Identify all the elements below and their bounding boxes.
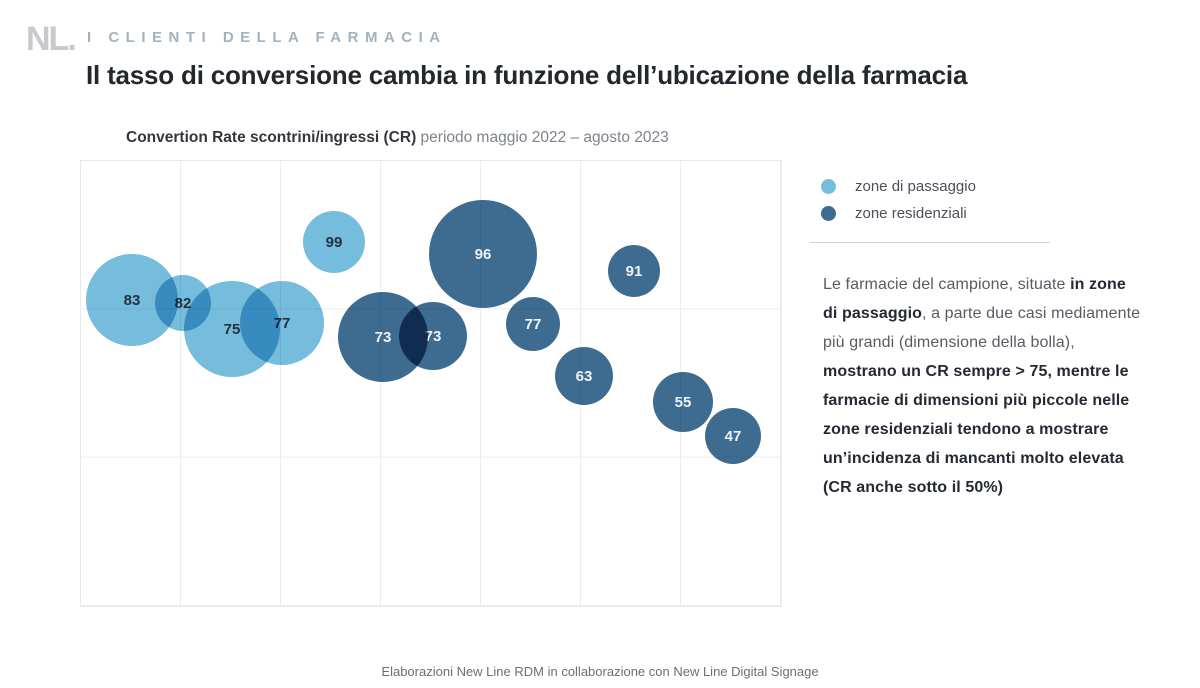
bubble-passaggio-cr-77-3: 77 [240, 281, 324, 365]
legend-label-passaggio: zone di passaggio [855, 178, 976, 195]
bubble-label: 77 [273, 314, 291, 332]
bubble-label: 83 [123, 291, 141, 309]
bubble-residenziali-cr-91-10: 91 [608, 245, 660, 297]
right-panel: zone di passaggio zone residenziali Le f… [810, 178, 1145, 502]
eyebrow-kicker: I CLIENTI DELLA FARMACIA [87, 29, 447, 46]
bubble-residenziali-cr-77-8: 77 [506, 297, 560, 351]
bubble-residenziali-cr-96-7: 96 [429, 200, 537, 308]
bubble-label: 73 [424, 327, 442, 345]
bubble-label: 91 [625, 262, 643, 280]
panel-divider [810, 242, 1050, 243]
bubble-label: 75 [223, 320, 241, 338]
chart-legend: zone di passaggio zone residenziali [810, 178, 1145, 222]
bubble-plot: 83 82 75 77 99 73 73 96 77 63 91 55 47 [80, 160, 782, 607]
legend-swatch-residenziali-icon [821, 206, 836, 221]
legend-label-residenziali: zone residenziali [855, 205, 967, 222]
page-title: Il tasso di conversione cambia in funzio… [86, 60, 968, 90]
bubble-residenziali-cr-55-11: 55 [653, 372, 713, 432]
bubble-residenziali-cr-63-9: 63 [555, 347, 613, 405]
bubble-residenziali-cr-47-12: 47 [705, 408, 761, 464]
legend-swatch-passaggio-icon [821, 179, 836, 194]
insight-note: Le farmacie del campione, situate in zon… [823, 276, 1141, 496]
bubble-passaggio-cr-99-4: 99 [303, 211, 365, 273]
bubble-label: 47 [724, 427, 742, 445]
bubble-label: 73 [374, 328, 392, 346]
legend-item-passaggio: zone di passaggio [810, 178, 1145, 195]
bubble-label: 55 [674, 393, 692, 411]
bubble-label: 77 [524, 315, 542, 333]
bubble-label: 63 [575, 367, 593, 385]
legend-item-residenziali: zone residenziali [810, 205, 1145, 222]
bubble-label: 82 [174, 294, 192, 312]
bubble-label: 96 [474, 245, 492, 263]
chart-title: Convertion Rate scontrini/ingressi (CR) … [126, 129, 669, 146]
bubble-residenziali-cr-73-6: 73 [399, 302, 467, 370]
footer-credit: Elaborazioni New Line RDM in collaborazi… [381, 664, 819, 679]
nl-logo: NL. [26, 20, 77, 58]
bubble-label: 99 [325, 233, 343, 251]
